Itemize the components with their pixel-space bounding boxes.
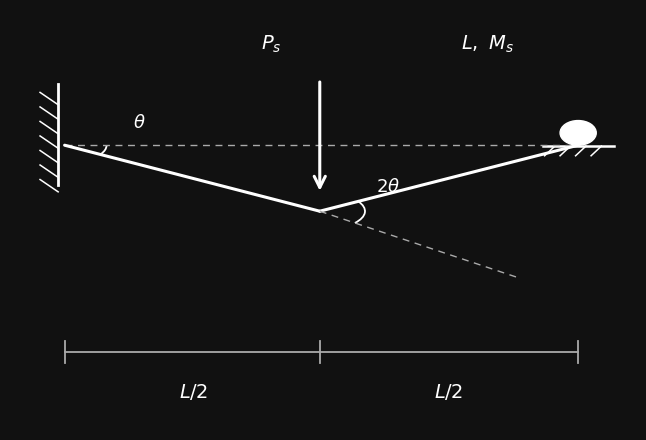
Text: $P_s$: $P_s$ <box>261 33 282 55</box>
Text: $L,\ M_s$: $L,\ M_s$ <box>461 33 514 55</box>
Text: $2\theta$: $2\theta$ <box>375 178 400 196</box>
Text: $L/2$: $L/2$ <box>435 381 463 402</box>
Circle shape <box>560 121 596 145</box>
Text: $L/2$: $L/2$ <box>180 381 208 402</box>
Text: $\theta$: $\theta$ <box>132 114 145 132</box>
